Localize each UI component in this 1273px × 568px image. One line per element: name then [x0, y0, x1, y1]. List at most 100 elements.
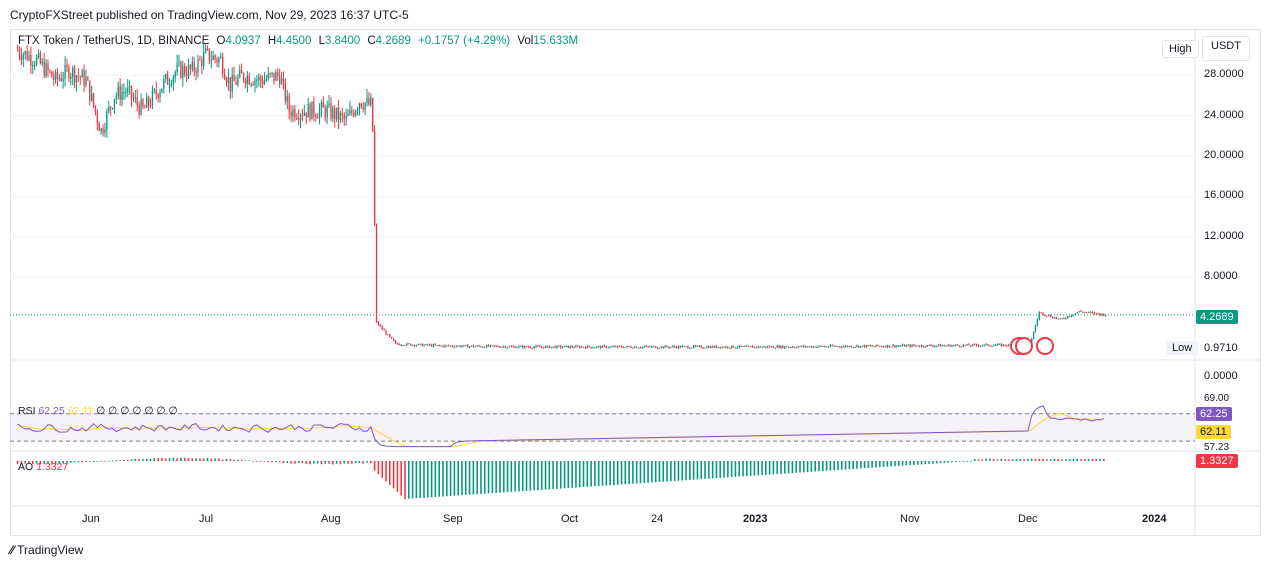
candle-body [330, 103, 332, 119]
candle-body [1057, 318, 1059, 320]
ao-bar [1084, 459, 1086, 461]
candle-body [972, 344, 974, 346]
price-axis-label: 16.0000 [1204, 189, 1244, 202]
candle-body [636, 346, 638, 348]
candle-body [199, 59, 201, 61]
ao-bar [271, 461, 273, 463]
ao-bar [476, 461, 478, 495]
ao-bar [784, 461, 786, 474]
candle-body [841, 346, 843, 348]
ao-bar [1000, 458, 1003, 461]
candle-body [459, 345, 461, 347]
chart-frame[interactable] [10, 29, 1261, 536]
candle-body [920, 345, 923, 347]
ao-bar [757, 461, 760, 476]
time-axis-label: Sep [443, 513, 463, 525]
candle-body [609, 346, 611, 348]
ao-bar [275, 461, 277, 463]
candle-body [26, 51, 28, 60]
ao-bar [973, 459, 976, 461]
ao-bar [905, 461, 908, 466]
candle-body [372, 98, 374, 132]
candle-body [884, 346, 887, 348]
ao-bar [932, 461, 934, 464]
candle-body [470, 345, 473, 347]
candle-body [622, 347, 625, 349]
ao-bar [742, 461, 744, 477]
candle-body [685, 346, 687, 348]
ao-bar [389, 461, 391, 485]
ao-bar [1068, 459, 1071, 461]
ao-bar [495, 461, 497, 493]
ao-bar [461, 461, 463, 496]
candle-body [966, 344, 968, 346]
high-button[interactable]: High [1162, 40, 1199, 58]
candle-body [79, 76, 81, 78]
candle-body [871, 345, 873, 347]
candle-body [32, 65, 34, 67]
candle-body [16, 50, 19, 52]
candle-body [730, 345, 733, 348]
ao-bar [309, 461, 311, 465]
candle-body [879, 345, 881, 347]
legend-low: L3.8400 [318, 35, 361, 47]
candle-body [134, 97, 137, 99]
candle-body [504, 346, 507, 348]
candle-body [360, 103, 362, 108]
ao-bar [123, 459, 125, 461]
ao-bar [229, 459, 232, 461]
ao-bar [643, 461, 646, 483]
currency-button[interactable]: USDT [1202, 36, 1250, 61]
candle-body [584, 347, 587, 349]
candle-body [582, 346, 585, 348]
candle-body [373, 131, 376, 225]
candle-body [166, 74, 169, 85]
candle-body [579, 346, 581, 348]
candle-body [991, 345, 993, 347]
publish-caption: CryptoFXStreet published on TradingView.… [10, 8, 409, 22]
candle-body [404, 345, 406, 347]
ao-bar [529, 461, 532, 491]
candle-body [939, 344, 942, 347]
candle-body [713, 345, 716, 348]
tradingview-brand[interactable]: ⁄⁄ TradingView [10, 543, 84, 557]
ao-bar [126, 459, 129, 461]
price-axis-zero: 0.0000 [1204, 370, 1238, 382]
ao-bar [320, 461, 323, 465]
ao-bar [878, 461, 881, 468]
ao-bar [586, 461, 589, 487]
ao-bar [928, 461, 930, 464]
candle-body [225, 79, 228, 83]
candle-body [825, 346, 828, 348]
candle-body [799, 345, 801, 347]
candle-body [337, 107, 340, 121]
ao-bar [115, 460, 118, 461]
legend-change: +0.1757 (+4.29%) [418, 35, 511, 47]
ao-bar [601, 461, 604, 486]
candle-body [410, 343, 412, 346]
candle-body [72, 68, 74, 77]
candle-body [394, 341, 397, 344]
candle-body [465, 344, 467, 346]
candle-body [862, 345, 864, 347]
ao-bar [852, 461, 854, 470]
ao-bar [768, 461, 771, 475]
time-axis-label: Aug [321, 513, 341, 525]
ao-bar [1019, 458, 1022, 461]
candle-body [675, 346, 678, 349]
candle-body [761, 346, 763, 348]
ao-bar [328, 461, 330, 464]
rsi-tag: 62.25 [1196, 407, 1232, 421]
ao-bar [540, 461, 543, 490]
candle-body [206, 48, 209, 50]
candle-body [660, 346, 663, 348]
candle-body [924, 346, 927, 348]
candle-body [558, 345, 560, 347]
candle-body [748, 345, 750, 347]
candle-body [370, 98, 372, 105]
ao-bar [335, 461, 338, 464]
candle-body [575, 345, 577, 348]
candle-body [58, 78, 61, 80]
ao-bar [871, 461, 873, 468]
